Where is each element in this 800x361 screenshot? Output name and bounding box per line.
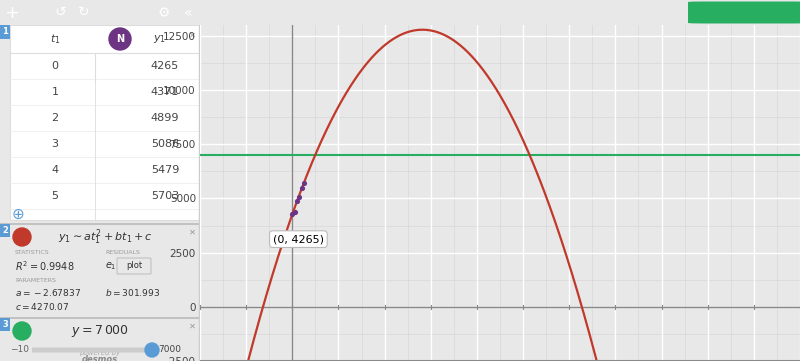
Circle shape	[145, 343, 159, 357]
Text: 4265: 4265	[151, 61, 179, 71]
Text: 1: 1	[51, 87, 58, 97]
Text: 5479: 5479	[151, 165, 179, 175]
Text: $e_1$: $e_1$	[105, 260, 117, 272]
Circle shape	[13, 228, 31, 246]
FancyBboxPatch shape	[10, 25, 200, 220]
Text: ⚙: ⚙	[158, 5, 170, 19]
Point	[286, 212, 298, 217]
Text: $y_1$: $y_1$	[154, 33, 166, 45]
FancyBboxPatch shape	[0, 25, 10, 39]
Text: 4: 4	[51, 165, 58, 175]
Text: $t_1$: $t_1$	[50, 32, 60, 46]
Text: 5: 5	[51, 191, 58, 201]
Text: (0, 4265): (0, 4265)	[273, 234, 324, 244]
Point	[295, 185, 308, 191]
Circle shape	[109, 28, 131, 50]
Text: $a = -2.67837$: $a = -2.67837$	[15, 287, 81, 299]
Text: 0: 0	[51, 61, 58, 71]
Text: 5086: 5086	[151, 139, 179, 149]
Text: ↺: ↺	[54, 5, 66, 19]
Text: 4899: 4899	[150, 113, 179, 123]
Text: STATISTICS: STATISTICS	[15, 249, 50, 255]
Text: ⊕: ⊕	[12, 206, 24, 222]
FancyBboxPatch shape	[32, 348, 152, 352]
Point	[290, 198, 303, 204]
Text: PARAMETERS: PARAMETERS	[15, 278, 56, 283]
Text: 5703: 5703	[151, 191, 179, 201]
Text: 7000: 7000	[158, 345, 182, 355]
Text: +: +	[5, 4, 19, 22]
Text: ↻: ↻	[78, 5, 90, 19]
Text: «: «	[184, 5, 192, 19]
Text: ✕: ✕	[189, 227, 195, 236]
Point	[288, 209, 301, 215]
Text: $R^2 = 0.9948$: $R^2 = 0.9948$	[15, 259, 74, 273]
Text: desmos: desmos	[82, 355, 118, 361]
Text: $b = 301.993$: $b = 301.993$	[105, 287, 160, 299]
Text: N: N	[116, 34, 124, 44]
FancyBboxPatch shape	[688, 1, 800, 23]
Text: $c = 4270.07$: $c = 4270.07$	[15, 300, 70, 312]
Text: $y = 7\,000$: $y = 7\,000$	[71, 323, 129, 339]
FancyBboxPatch shape	[117, 258, 151, 274]
Text: 2: 2	[51, 113, 58, 123]
Text: 2: 2	[2, 226, 8, 235]
Text: $y_1 \sim at_1^2 + bt_1 + c$: $y_1 \sim at_1^2 + bt_1 + c$	[58, 227, 153, 247]
Text: 3: 3	[2, 320, 8, 329]
Point	[293, 193, 306, 199]
Text: ✕: ✕	[189, 322, 195, 331]
FancyBboxPatch shape	[0, 224, 10, 237]
Text: −10: −10	[10, 345, 30, 355]
Circle shape	[13, 322, 31, 340]
Text: powered by: powered by	[79, 350, 121, 356]
Text: plot: plot	[126, 261, 142, 270]
Text: RESIDUALS: RESIDUALS	[105, 249, 140, 255]
FancyBboxPatch shape	[0, 318, 10, 331]
Text: 1: 1	[2, 27, 8, 36]
Text: ✕: ✕	[189, 30, 195, 39]
Text: 3: 3	[51, 139, 58, 149]
Text: 4371: 4371	[151, 87, 179, 97]
Point	[298, 180, 310, 186]
